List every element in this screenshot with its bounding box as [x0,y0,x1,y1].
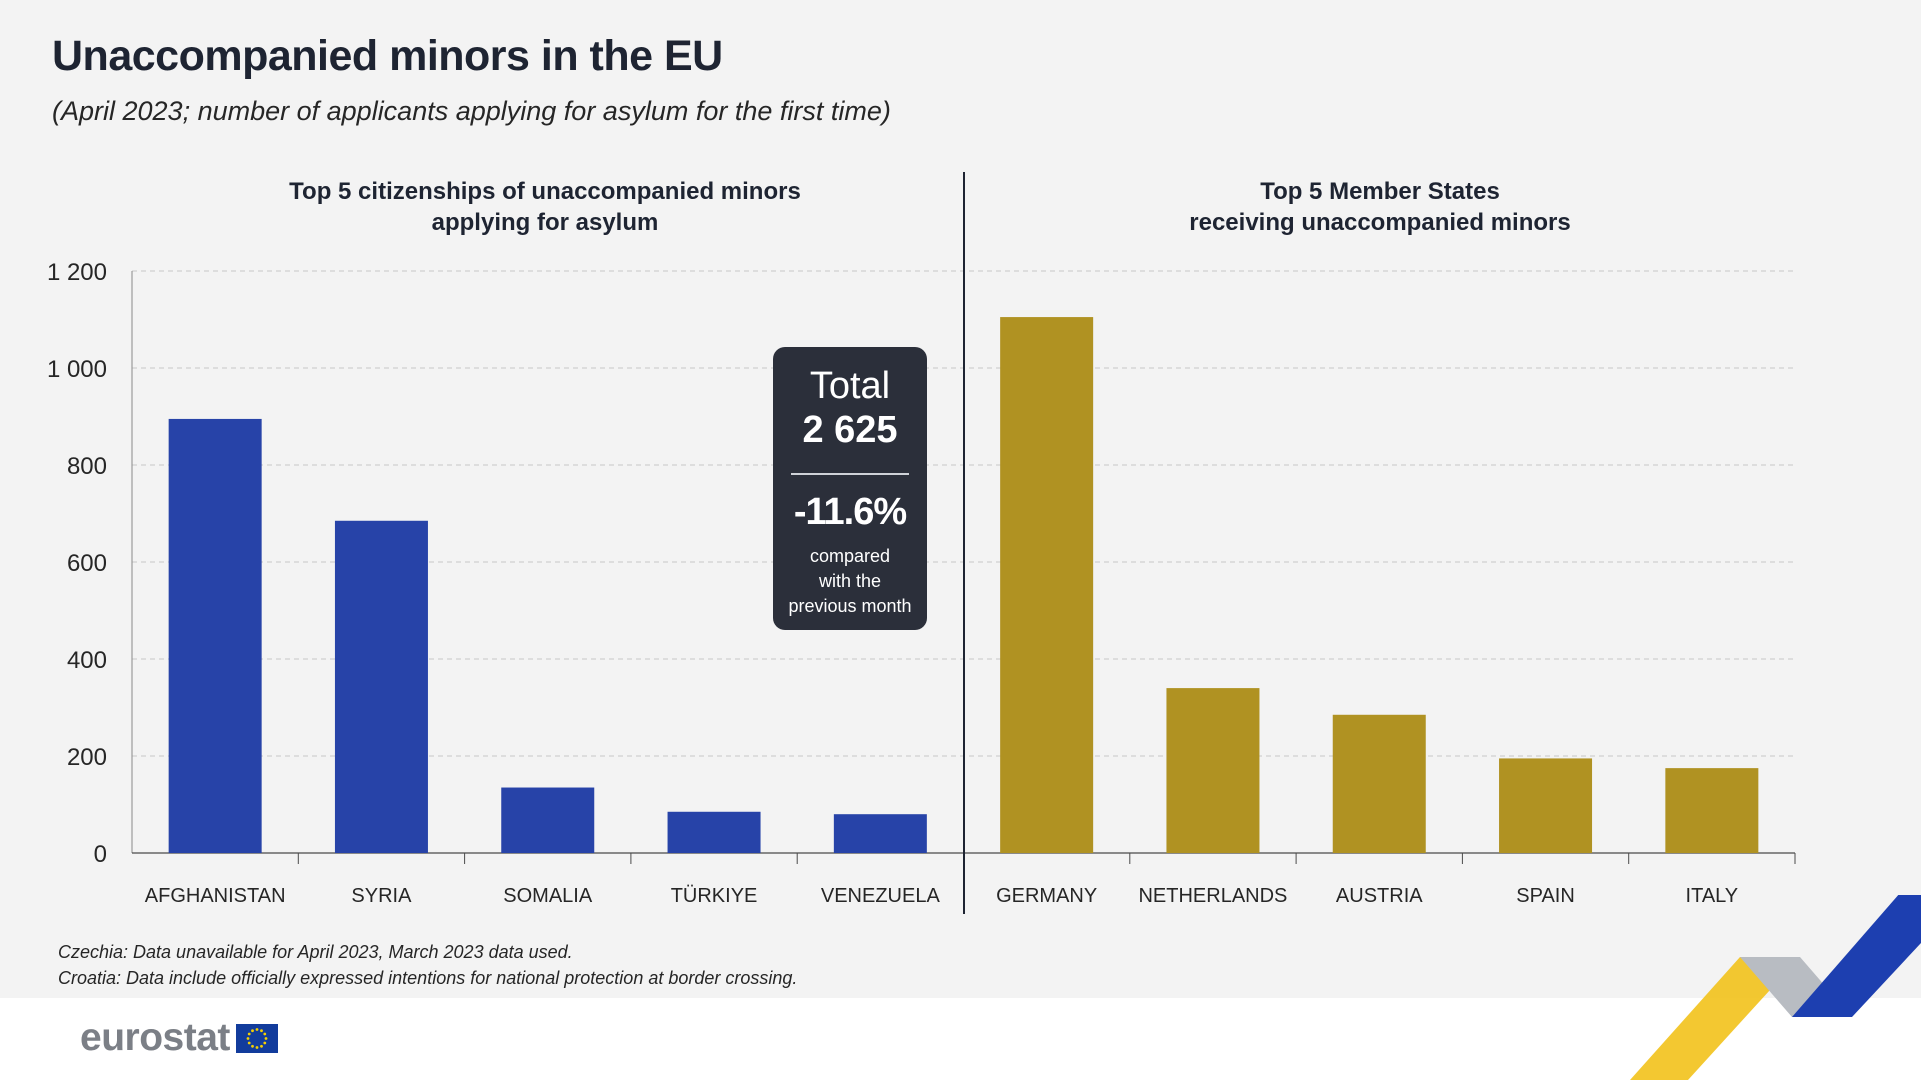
total-label: Total [809,365,891,407]
flag-star [264,1036,268,1040]
x-tick-label: SYRIA [351,885,412,907]
flag-star [259,1044,263,1048]
flag-star [255,1027,259,1031]
chart-panel [0,0,1921,998]
total-value: 2 625 [802,409,898,451]
bar [501,787,595,853]
decorative-ribbon [1630,895,1921,1080]
y-tick-label: 800 [67,453,107,480]
x-tick-label: ITALY [1686,885,1739,907]
logo-wordmark: eurostat [80,1016,230,1059]
chart-title: Unaccompanied minors in the EU [52,32,723,80]
summary-divider [791,473,909,475]
bar [667,811,761,853]
section-title-citizenships: Top 5 citizenships of unaccompanied mino… [235,176,855,238]
change-value: -11.6% [793,491,907,533]
chart-subtitle: (April 2023; number of applicants applyi… [52,96,891,126]
change-note: compared with the previous month [779,544,921,619]
bar-chart: 0 200 400 600 800 1 000 1 200 AFGHANISTAN SYRIA S… [47,259,1796,907]
bar [833,814,927,853]
x-tick-label: TÜRKIYE [671,885,758,907]
flag-star [263,1041,267,1044]
footnotes: Czechia: Data unavailable for April 2023… [58,939,797,991]
change-note-line: compared [809,546,891,566]
eurostat-logo: eurostat [80,1016,278,1060]
eu-flag-icon [235,1023,278,1053]
change-note-line: with the [818,571,882,591]
flag-star [247,1041,251,1044]
total-summary-box: Total 2 625 -11.6% compared with the pre… [773,347,927,630]
y-tick-label: 600 [67,550,107,577]
bar [1332,714,1426,853]
x-tick-label: NETHERLANDS [1138,885,1287,907]
flag-star [250,1044,254,1048]
flag-star [246,1036,250,1040]
section-title-line: Top 5 Member States [1260,178,1500,205]
bar [1665,768,1759,853]
x-tick-label: SPAIN [1516,885,1575,907]
section-title-line: receiving unaccompanied minors [1189,209,1571,236]
section-divider [963,172,965,914]
footnote: Croatia: Data include officially express… [58,968,798,988]
flag-star [263,1032,267,1035]
flag-star [255,1045,259,1049]
x-tick-label: VENEZUELA [821,885,941,907]
flag-star [247,1032,251,1035]
bar [1499,758,1593,853]
y-tick-label: 1 200 [47,259,107,286]
bar [334,520,428,853]
bar [168,418,262,853]
x-tick-label: AUSTRIA [1336,885,1423,907]
x-tick-label: GERMANY [996,885,1097,907]
change-note-line: previous month [788,596,912,616]
y-tick-label: 400 [67,647,107,674]
x-tick-label: AFGHANISTAN [145,885,286,907]
footnote: Czechia: Data unavailable for April 2023… [58,942,573,962]
section-title-line: applying for asylum [431,209,659,236]
y-tick-label: 0 [94,841,107,868]
bar [1166,688,1260,853]
x-tick-label: SOMALIA [503,885,593,907]
y-tick-label: 200 [67,744,107,771]
section-title-line: Top 5 citizenships of unaccompanied mino… [289,178,801,205]
y-tick-label: 1 000 [47,356,107,383]
flag-star [250,1028,254,1032]
flag-star [259,1028,263,1032]
bar [1000,317,1094,853]
section-title-member-states: Top 5 Member States receiving unaccompan… [1075,176,1685,238]
